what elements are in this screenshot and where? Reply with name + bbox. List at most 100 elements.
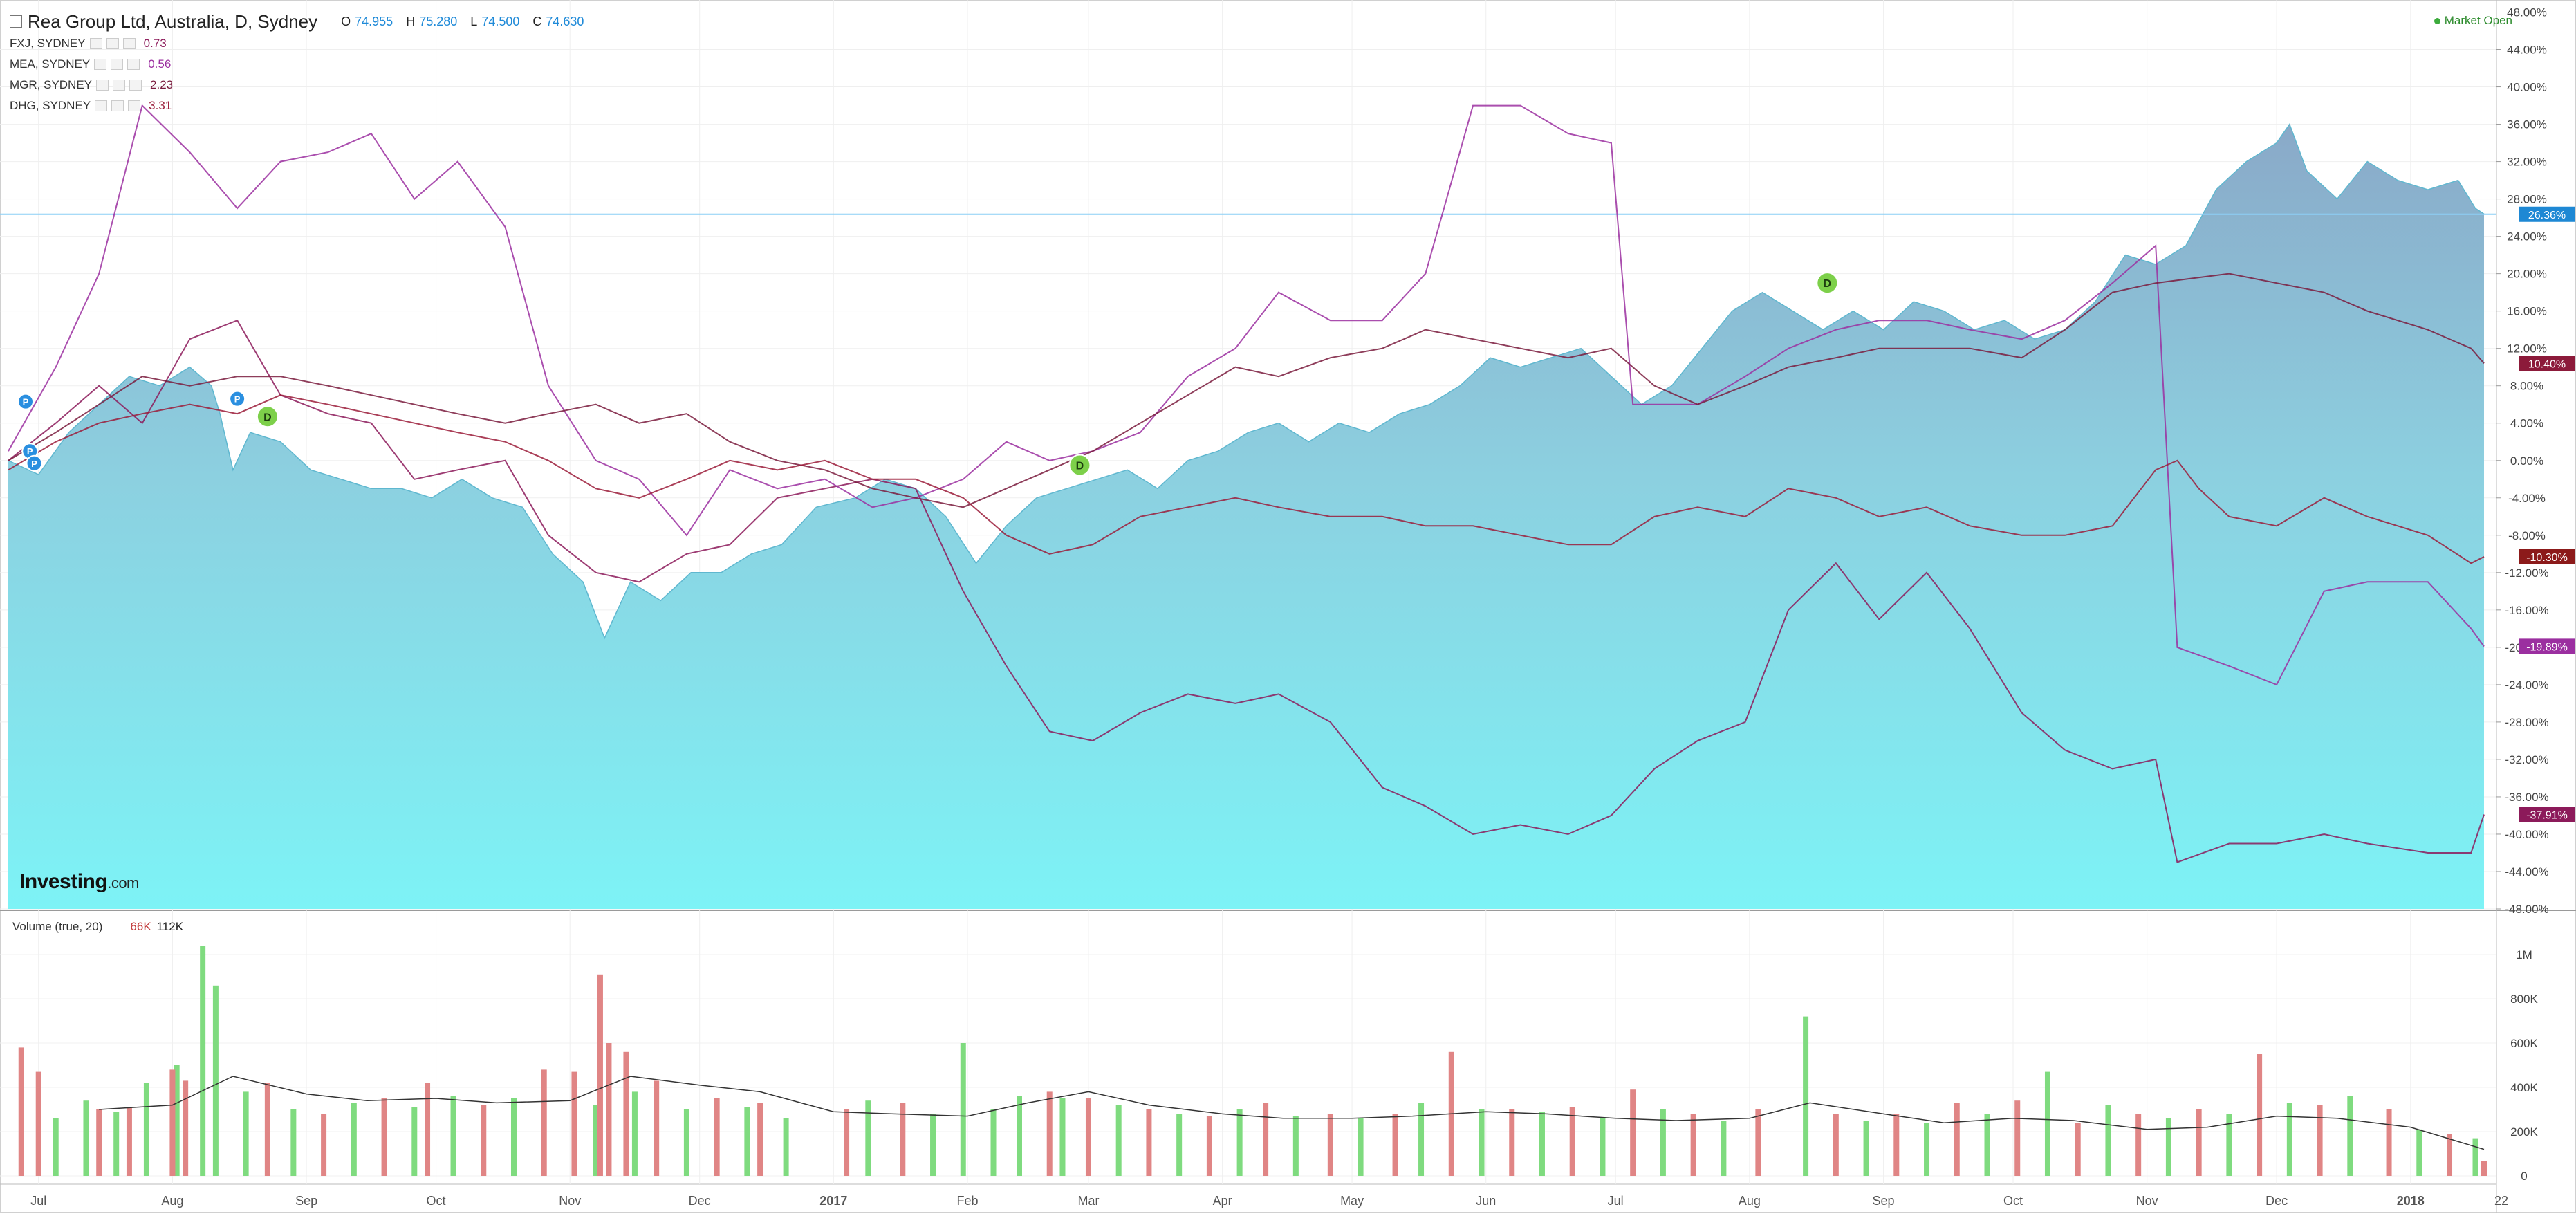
volume-bar-up	[683, 1109, 689, 1176]
logo-suffix: .com	[107, 874, 139, 892]
x-tick-label: Dec	[689, 1194, 711, 1208]
settings-icon[interactable]	[113, 80, 126, 91]
last-value-label: -19.89%	[2526, 641, 2568, 653]
volume-bar-up	[2416, 1129, 2422, 1176]
volume-tick-label: 600K	[2510, 1037, 2538, 1050]
y-tick-label: 12.00%	[2507, 342, 2547, 356]
visibility-icon[interactable]	[89, 38, 102, 49]
volume-bar-down	[2135, 1114, 2142, 1176]
settings-icon[interactable]	[106, 38, 119, 49]
y-tick-label: -48.00%	[2505, 903, 2548, 916]
volume-bar-up	[783, 1118, 789, 1176]
volume-bar-up	[290, 1109, 297, 1176]
y-tick-label: 8.00%	[2510, 380, 2543, 393]
volume-bar-down	[481, 1105, 487, 1176]
high-label: H	[406, 14, 416, 28]
last-value-label: -10.30%	[2526, 552, 2568, 564]
x-tick-label: Nov	[2136, 1194, 2158, 1208]
comparison-line-1	[8, 319, 2485, 863]
volume-bar-down	[169, 1069, 176, 1176]
volume-bar-up	[1863, 1121, 1869, 1176]
x-tick-label: 2017	[819, 1194, 847, 1208]
market-status: Market Open	[2434, 14, 2512, 28]
volume-bar-down	[126, 1107, 132, 1176]
volume-bar-down	[1046, 1091, 1053, 1176]
dividend-marker	[256, 405, 279, 428]
volume-bar-down	[425, 1083, 431, 1176]
volume-bar-up	[113, 1112, 120, 1176]
last-value-label: -37.91%	[2526, 810, 2568, 822]
x-tick-label: Apr	[1213, 1194, 1232, 1208]
volume-bar-up	[2105, 1105, 2111, 1176]
visibility-icon[interactable]	[95, 100, 108, 111]
y-tick-label: 32.00%	[2507, 156, 2547, 169]
comparison-line-2	[8, 104, 2485, 686]
y-tick-label: 24.00%	[2507, 230, 2547, 243]
visibility-icon[interactable]	[94, 59, 107, 70]
close-value: 74.630	[546, 14, 584, 28]
volume-bar-down	[844, 1109, 850, 1176]
comparison-value: 0.73	[143, 37, 167, 50]
volume-bar-down	[1263, 1103, 1269, 1176]
comparison-legend-dhg[interactable]: DHG, SYDNEY 3.31	[10, 97, 172, 115]
split-marker	[17, 393, 34, 410]
volume-bar-up	[1984, 1114, 1990, 1176]
remove-icon[interactable]	[127, 59, 140, 70]
comparison-legend-mgr[interactable]: MGR, SYDNEY 2.23	[10, 76, 173, 94]
ohlc-readout: O 74.955 H 75.280 L 74.500 C 74.630	[341, 15, 593, 29]
symbol-title[interactable]: Rea Group Ltd, Australia, D, Sydney	[28, 10, 318, 32]
y-tick-label: -40.00%	[2505, 828, 2548, 841]
volume-bar-down	[1085, 1098, 1091, 1176]
logo-main: Investing	[19, 870, 108, 893]
volume-bar-down	[1893, 1114, 1900, 1176]
volume-bar-down	[654, 1080, 660, 1176]
settings-icon[interactable]	[111, 100, 124, 111]
volume-bar-up	[1292, 1116, 1299, 1176]
volume-bar-down	[381, 1098, 387, 1176]
volume-bar-up	[1803, 1016, 1809, 1176]
x-tick-label: 22	[2494, 1194, 2508, 1208]
comparison-legend-mea[interactable]: MEA, SYDNEY 0.56	[10, 55, 171, 73]
remove-icon[interactable]	[128, 100, 141, 111]
remove-icon[interactable]	[129, 80, 142, 91]
investing-logo: Investing.com	[19, 870, 139, 894]
comparison-legend-fxj[interactable]: FXJ, SYDNEY 0.73	[10, 35, 167, 53]
y-tick-label: 36.00%	[2507, 118, 2547, 131]
volume-legend[interactable]: Volume (true, 20) 66K 112K	[12, 920, 183, 934]
volume-tick-label: 800K	[2510, 993, 2538, 1006]
y-tick-label: -32.00%	[2505, 753, 2548, 766]
collapse-icon[interactable]	[10, 15, 22, 28]
volume-bar-up	[593, 1105, 599, 1176]
open-label: O	[341, 14, 351, 28]
remove-icon[interactable]	[122, 38, 136, 49]
settings-icon[interactable]	[111, 59, 124, 70]
volume-bar-up	[1479, 1109, 1485, 1176]
y-tick-label: -8.00%	[2508, 529, 2546, 542]
volume-bar-up	[2472, 1138, 2478, 1176]
low-label: L	[470, 14, 478, 28]
volume-bar-up	[351, 1103, 357, 1176]
volume-bar-up	[744, 1107, 750, 1176]
volume-ma-value: 112K	[156, 920, 184, 933]
split-marker	[229, 390, 246, 407]
x-tick-label: Aug	[1739, 1194, 1761, 1208]
volume-bar-down	[571, 1071, 577, 1176]
volume-bar-up	[2165, 1118, 2171, 1176]
y-tick-label: -28.00%	[2505, 716, 2548, 729]
marker-label: D	[1824, 278, 1832, 290]
rea-area-fill	[8, 124, 2484, 910]
visibility-icon[interactable]	[96, 80, 109, 91]
volume-bar-down	[757, 1103, 763, 1176]
volume-bar-down	[623, 1051, 629, 1176]
volume-bar-up	[1924, 1123, 1930, 1176]
volume-bar-down	[2075, 1123, 2081, 1176]
volume-bar-up	[1236, 1109, 1243, 1176]
volume-bar-down	[1392, 1114, 1398, 1176]
volume-tick-label: 400K	[2510, 1081, 2538, 1094]
volume-tick-label: 200K	[2510, 1125, 2538, 1139]
y-tick-label: 28.00%	[2507, 193, 2547, 206]
volume-bar-down	[606, 1043, 612, 1176]
x-tick-label: Nov	[559, 1194, 581, 1208]
